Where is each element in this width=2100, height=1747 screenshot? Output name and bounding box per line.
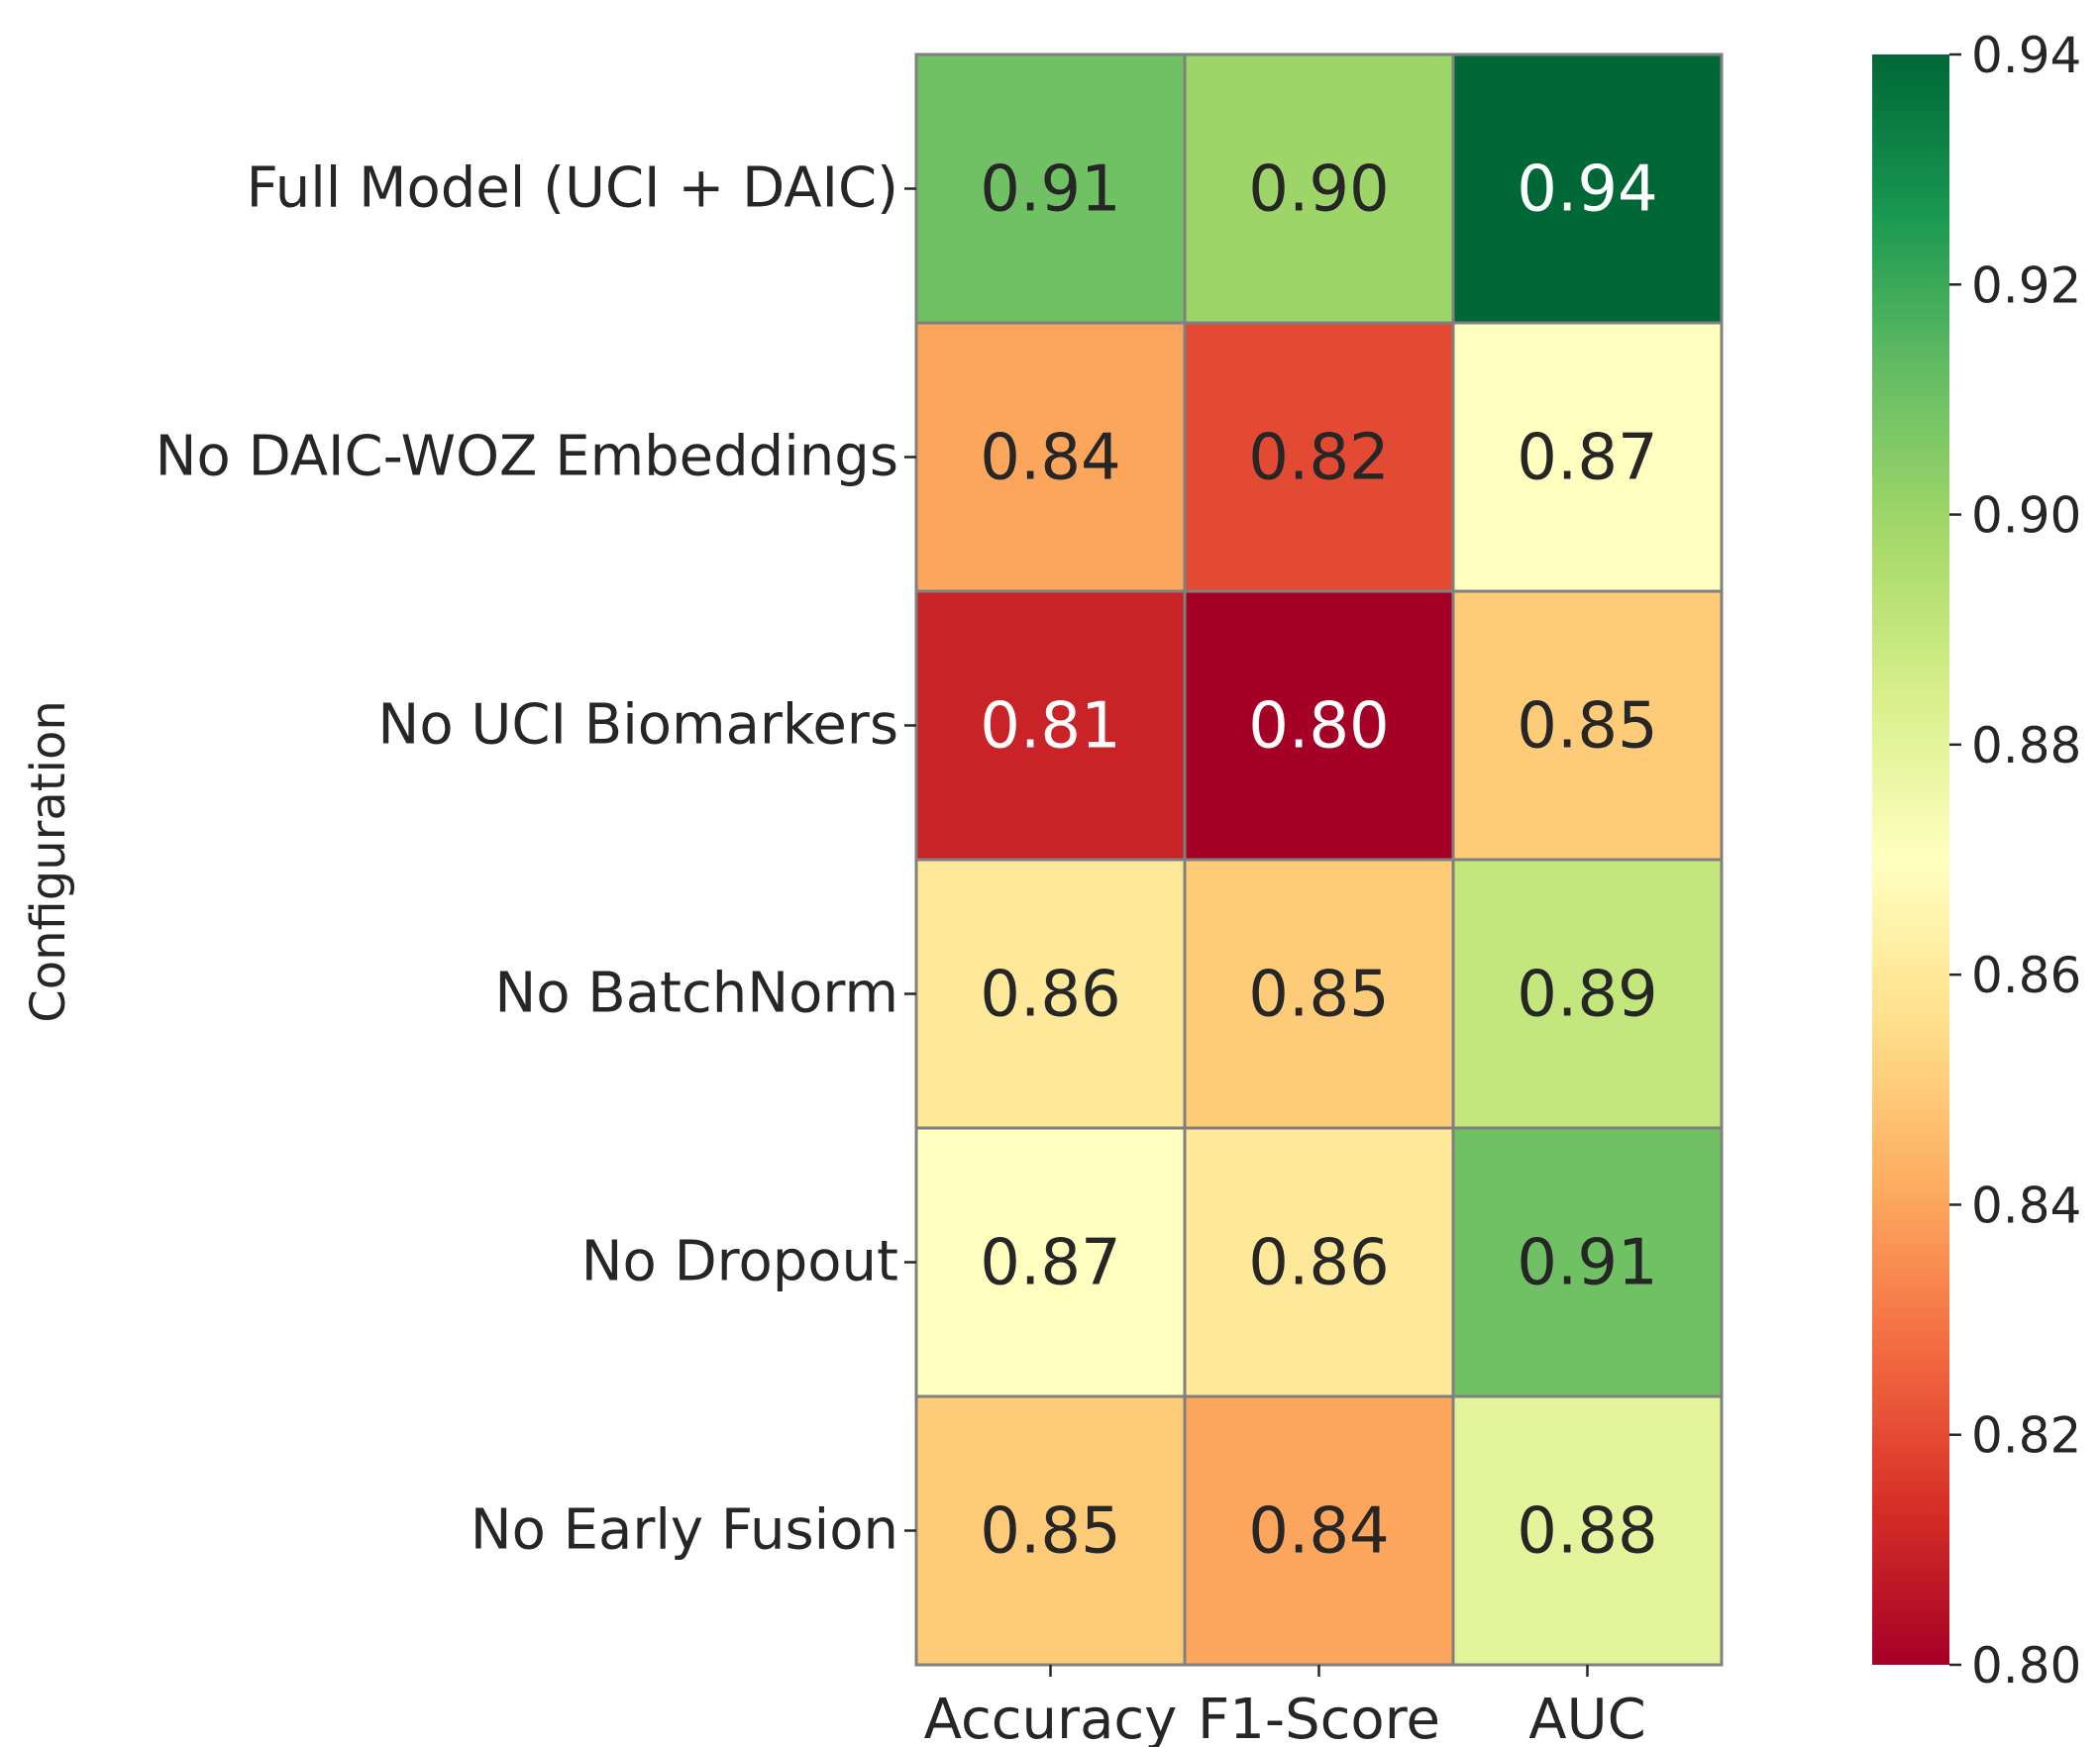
heatmap-cell bbox=[1451, 1394, 1724, 1667]
cell-value-label: 0.86 bbox=[1248, 1227, 1390, 1300]
cell-value-label: 0.86 bbox=[980, 959, 1121, 1032]
cell-value-label: 0.82 bbox=[1248, 422, 1390, 495]
colorbar: 0.80 0.82 0.84 0.86 0.88 0.90 0.92 0.94 bbox=[1872, 27, 2081, 1695]
heatmap-cell bbox=[1183, 589, 1455, 862]
colorbar-tick-label: 0.82 bbox=[1971, 1407, 2081, 1465]
cell-value-label: 0.81 bbox=[980, 690, 1121, 764]
colorbar-tick-label: 0.90 bbox=[1971, 487, 2081, 545]
cell-value-label: 0.85 bbox=[1517, 690, 1658, 764]
y-tick-label: No Early Fusion bbox=[471, 1498, 898, 1563]
y-tick-label: Full Model (UCI + DAIC) bbox=[247, 156, 898, 221]
cell-value-label: 0.85 bbox=[1248, 959, 1390, 1032]
colorbar-tick-label: 0.86 bbox=[1971, 947, 2081, 1004]
y-tick-label: No BatchNorm bbox=[494, 962, 898, 1026]
heatmap-cell bbox=[914, 1126, 1187, 1398]
heatmap-cell bbox=[1451, 858, 1724, 1130]
cell-value-label: 0.89 bbox=[1517, 959, 1658, 1032]
cell-value-label: 0.87 bbox=[1517, 422, 1658, 495]
heatmap-cell bbox=[1183, 1394, 1455, 1667]
cell-value-label: 0.88 bbox=[1517, 1495, 1658, 1569]
colorbar-tick-label: 0.80 bbox=[1971, 1637, 2081, 1695]
cell-value-label: 0.87 bbox=[980, 1227, 1121, 1300]
heatmap-cell bbox=[914, 52, 1187, 325]
cell-value-label: 0.90 bbox=[1248, 154, 1390, 227]
cell-value-label: 0.94 bbox=[1517, 154, 1658, 227]
colorbar-tick-label: 0.84 bbox=[1971, 1177, 2081, 1234]
y-tick-label: No DAIC-WOZ Embeddings bbox=[156, 425, 898, 489]
heatmap-cell bbox=[1183, 52, 1455, 325]
colorbar-gradient bbox=[1872, 54, 1949, 1665]
heatmap-cell-labels: 0.91 0.90 0.94 0.84 0.82 0.87 0.81 0.80 0.85 0.86… bbox=[980, 154, 1658, 1569]
cell-value-label: 0.85 bbox=[980, 1495, 1121, 1569]
heatmap-cell bbox=[1183, 321, 1455, 593]
y-tick-label: No UCI Biomarkers bbox=[377, 693, 898, 758]
x-tick-label: AUC bbox=[1528, 1688, 1645, 1747]
cell-value-label: 0.91 bbox=[980, 154, 1121, 227]
heatmap-cell bbox=[914, 321, 1187, 593]
cell-value-label: 0.91 bbox=[1517, 1227, 1658, 1300]
heatmap-cell bbox=[914, 858, 1187, 1130]
heatmap-cell bbox=[1451, 1126, 1724, 1398]
heatmap-cell bbox=[1451, 321, 1724, 593]
colorbar-tick-label: 0.94 bbox=[1971, 27, 2081, 84]
y-axis: Full Model (UCI + DAIC) No DAIC-WOZ Embed… bbox=[156, 156, 916, 1563]
heatmap-cells bbox=[914, 52, 1724, 1667]
y-axis-label: Configuration bbox=[21, 700, 76, 1023]
y-tick-label: No Dropout bbox=[581, 1230, 898, 1294]
x-tick-label: Accuracy bbox=[924, 1688, 1178, 1747]
heatmap-cell bbox=[1183, 1126, 1455, 1398]
cell-value-label: 0.80 bbox=[1248, 690, 1390, 764]
colorbar-tick-label: 0.88 bbox=[1971, 717, 2081, 774]
x-axis: Accuracy F1-Score AUC bbox=[924, 1665, 1646, 1747]
colorbar-tick-label: 0.92 bbox=[1971, 257, 2081, 314]
heatmap-cell bbox=[1451, 52, 1724, 325]
x-tick-label: F1-Score bbox=[1198, 1688, 1440, 1747]
cell-value-label: 0.84 bbox=[980, 422, 1121, 495]
cell-value-label: 0.84 bbox=[1248, 1495, 1390, 1569]
